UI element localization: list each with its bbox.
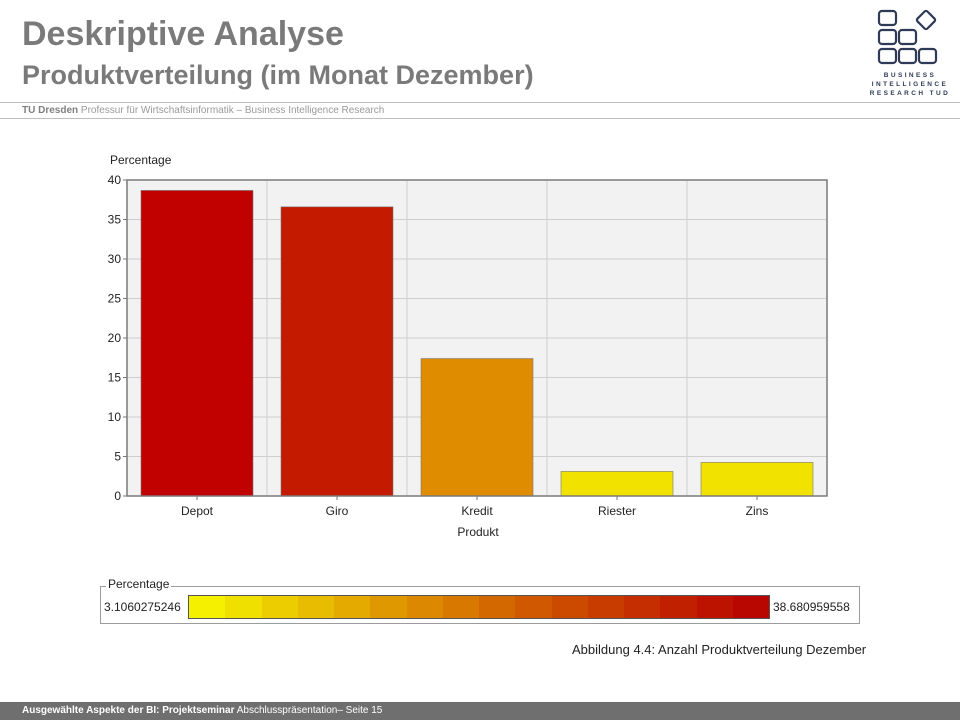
y-tick-label: 40 <box>108 173 122 187</box>
gradient-swatch <box>334 596 371 618</box>
y-tick-label: 20 <box>108 331 122 345</box>
x-tick-label-zins: Zins <box>746 504 769 518</box>
color-legend-box <box>100 586 860 624</box>
gradient-swatch <box>660 596 697 618</box>
logo-text-line-2: INTELLIGENCE <box>871 81 949 88</box>
x-tick-label-depot: Depot <box>181 504 214 518</box>
gradient-swatch <box>406 596 443 618</box>
y-tick-label: 25 <box>108 292 122 306</box>
y-tick-label: 35 <box>108 213 122 227</box>
page-subtitle: Produktverteilung (im Monat Dezember) <box>22 60 534 90</box>
gradient-swatch <box>515 596 552 618</box>
gradient-swatch <box>551 596 588 618</box>
footer-page-info: Abschlusspräsentation– Seite 15 <box>234 705 383 716</box>
page-title: Deskriptive Analyse <box>22 15 344 53</box>
color-legend-max-value: 38.680959558 <box>773 600 850 614</box>
x-tick-label-riester: Riester <box>598 504 636 518</box>
color-legend-title: Percentage <box>106 577 172 591</box>
gradient-swatch <box>587 596 624 618</box>
gradient-swatch <box>442 596 479 618</box>
footer-course-title: Ausgewählte Aspekte der BI: Projektsemin… <box>22 705 235 716</box>
logo-text-line-1: BUSINESS <box>883 72 937 79</box>
x-tick-label-giro: Giro <box>326 504 349 518</box>
bar-depot <box>140 190 254 497</box>
gradient-swatch <box>732 596 769 618</box>
header-divider-top <box>0 102 960 103</box>
bar-zins <box>700 462 814 497</box>
bar-giro <box>280 206 394 497</box>
gradient-swatch <box>297 596 334 618</box>
y-tick-label: 15 <box>108 371 122 385</box>
footer-text: Ausgewählte Aspekte der BI: Projektsemin… <box>22 705 382 717</box>
bar-chart: 0 5 10 15 20 25 30 35 40 Depot Giro Kredit Riester Zi… <box>108 153 828 539</box>
labels-layer: 0 5 10 15 20 25 30 35 40 Depot Giro Kredit Riester Zi… <box>108 173 769 518</box>
color-gradient-bar <box>188 595 770 619</box>
organization-line: TU Dresden Professur für Wirtschaftsinfo… <box>22 105 384 117</box>
y-tick-label: 0 <box>114 489 121 503</box>
x-tick-label-kredit: Kredit <box>461 504 493 518</box>
header-divider-bottom <box>0 118 960 119</box>
bars-layer <box>126 179 828 497</box>
bar-riester <box>560 471 674 497</box>
bi-research-logo: BUSINESS INTELLIGENCE RESEARCH TUD <box>860 8 960 104</box>
squares-logo-icon <box>877 9 938 65</box>
y-tick-label: 5 <box>114 450 121 464</box>
y-tick-label: 30 <box>108 252 122 266</box>
figure-caption: Abbildung 4.4: Anzahl Produktverteilung … <box>572 642 867 657</box>
gradient-swatch <box>370 596 407 618</box>
logo-text-line-3: RESEARCH TUD <box>869 90 951 97</box>
bar-kredit <box>420 358 534 497</box>
organization-department: Professur für Wirtschaftsinformatik – Bu… <box>78 105 385 116</box>
color-legend-min-value: 3.1060275246 <box>104 600 181 614</box>
gradient-swatch <box>696 596 733 618</box>
gradient-swatch <box>479 596 516 618</box>
y-tick-label: 10 <box>108 410 122 424</box>
organization-name: TU Dresden <box>22 105 79 116</box>
x-axis-title: Produkt <box>457 525 499 539</box>
plot-border <box>126 179 828 497</box>
footer-bar: Ausgewählte Aspekte der BI: Projektsemin… <box>0 702 960 720</box>
y-axis-title: Percentage <box>110 153 172 167</box>
gradient-swatch <box>189 596 226 618</box>
gradient-swatch <box>261 596 298 618</box>
gradient-swatch <box>225 596 262 618</box>
gradient-swatch <box>624 596 661 618</box>
